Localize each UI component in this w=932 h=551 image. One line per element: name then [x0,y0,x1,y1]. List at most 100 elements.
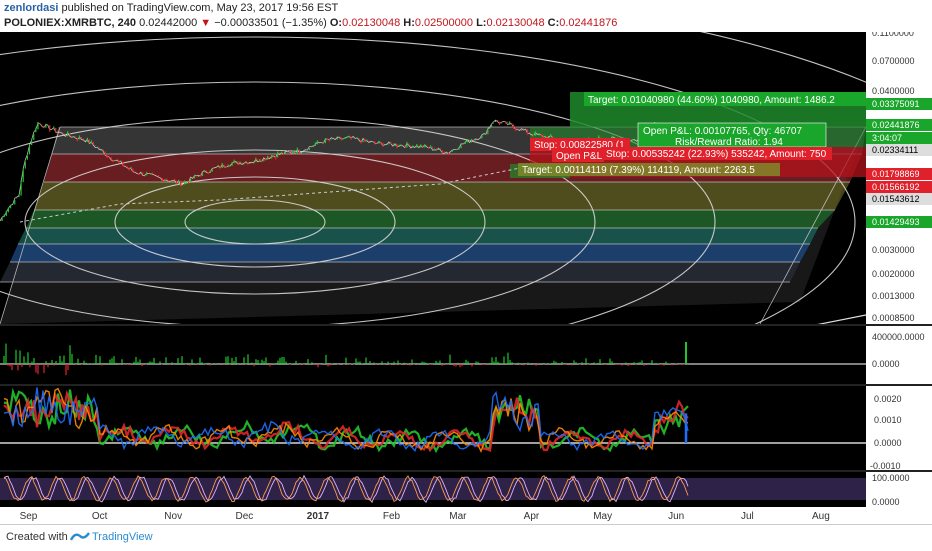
momentum-tick-label: 0.0020 [874,394,902,404]
stochastic-tick-label: 100.0000 [872,473,910,483]
time-tick-label: Dec [235,511,253,522]
fib-circles [0,32,866,324]
fib-band-teal [18,228,818,244]
high-value: 0.02500000 [414,17,473,29]
time-tick-label: Aug [812,511,830,522]
momentum-line [3,389,689,453]
stop-label-box [602,147,832,160]
author-name[interactable]: zenlordasi [4,2,59,14]
fib-band-olive [34,182,850,210]
momentum-axis[interactable] [866,386,932,470]
open-pl-small-label[interactable]: Open P&L [556,151,603,162]
price-tick-label: 0.1100000 [872,32,914,38]
momentum-line [3,387,689,454]
price-tick-label: 0.0700000 [872,56,915,66]
tradingview-brand-link[interactable]: TradingView [92,531,153,543]
created-with-text: Created with [6,531,68,543]
stop-small-label[interactable]: Stop: 0.00822580 (1 [534,140,625,151]
close-value: 0.02441876 [559,17,618,29]
stochastic-axis[interactable] [866,472,932,507]
stochastic-pane[interactable] [0,474,866,504]
volume-tick-label: 0.0000 [872,359,900,369]
time-tick-label: Nov [164,511,182,522]
price-badge [866,98,932,110]
open-pl-label[interactable]: Open P&L: 0.00107765, Qty: 46707 [643,126,802,137]
price-tick-label: 0.0013000 [872,291,915,301]
momentum-pane[interactable] [0,387,866,454]
price-tick-label: 0.0400000 [872,86,915,96]
time-tick-label: May [593,511,612,522]
fib-band-green [26,210,835,228]
small-target-box [518,163,780,176]
high-label: H: [403,17,415,29]
stochastic-band [0,478,866,500]
time-tick-label: Feb [383,511,401,522]
low-label: L: [476,17,487,29]
time-axis[interactable] [0,507,932,524]
chart-svg[interactable]: Target: 0.01040980 (44.60%) 1040980, Amo… [0,28,932,524]
risk-reward-label[interactable]: Risk/Reward Ratio: 1.94 [675,137,783,148]
price-badge [866,119,932,131]
price-tick-label: 3:04:07 [872,133,902,143]
low-value: 0.02130048 [486,17,545,29]
dashed-projection [19,167,521,223]
fib-band-blue [10,244,810,262]
momentum-series [3,387,689,454]
price-badge [866,144,932,156]
price-tick-label: 0.0008500 [872,313,915,323]
time-tick-label: Mar [449,511,467,522]
price-tick-label: 0.01798869 [872,169,920,179]
stochastic-series [3,474,689,504]
price-axis-labels: 0.1100000 0.0700000 0.0400000 0.03375091 0.0… [866,28,932,323]
stop-label-main[interactable]: Stop: 0.00535242 (22.93%) 535242, Amount… [606,149,827,160]
publish-line: zenlordasi published on TradingView.com,… [4,2,338,14]
momentum-tick-label: 0.0010 [874,415,902,425]
stochastic-line [3,474,689,504]
momentum-tick-label: -0.0010 [870,461,901,471]
fib-band-dark [0,262,800,282]
price-tick-label: 0.01429493 [872,217,920,227]
tradingview-logo-icon[interactable] [70,530,90,544]
open-label: O: [329,17,343,29]
time-tick-label: Jul [741,511,754,522]
momentum-tick-label: 0.0000 [874,438,902,448]
target-label-box [584,92,866,106]
time-tick-label: 2017 [307,511,330,522]
price-tick-label: 0.0020000 [872,269,915,279]
candle-wicks [1,120,656,222]
momentum-line [3,387,689,453]
price-badge [866,181,932,193]
chart-area[interactable]: Target: 0.01040980 (44.60%) 1040980, Amo… [0,28,932,524]
volume-pane[interactable] [0,342,866,376]
time-tick-label: Apr [524,511,540,522]
price-pane[interactable]: Target: 0.01040980 (44.60%) 1040980, Amo… [0,32,932,457]
time-tick-label: Jun [668,511,684,522]
price-badge [866,193,932,205]
momentum-line [3,387,689,454]
footer: Created with TradingView [0,524,932,551]
symbol-label[interactable]: POLONIEX:XMRBTC, 240 [4,17,137,29]
price-tick-label: 0.01543612 [872,194,920,204]
trend-line [817,314,866,324]
price-badge [866,216,932,228]
open-pl-small-box [552,149,604,162]
stochastic-line [3,475,689,503]
close-label: C: [547,17,560,29]
time-axis-labels: Sep Oct Nov Dec 2017 Feb Mar Apr May Jun Jul Aug [20,511,830,522]
publish-text: published on TradingView.com, May 23, 20… [61,2,339,14]
time-tick-label: Sep [20,511,38,522]
target-label-small[interactable]: Target: 0.00114119 (7.39%) 114119, Amoun… [522,165,755,176]
volume-axis[interactable] [866,326,932,384]
price-tick-label: 0.01566192 [872,182,920,192]
price-badge [866,168,932,180]
price-tick-label: 0.0030000 [872,245,915,255]
price-tick-label: 0.03375091 [872,99,920,109]
volume-tick-label: 400000.0000 [872,332,925,342]
ohlc-line: POLONIEX:XMRBTC, 240 0.02442000 ▼ −0.000… [4,17,617,29]
open-pl-box [637,122,827,148]
target-label-main[interactable]: Target: 0.01040980 (44.60%) 1040980, Amo… [588,95,835,106]
price-tick-label: 0.02334111 [872,145,918,155]
open-value: 0.02130048 [342,17,401,29]
last-price: 0.02442000 [139,17,198,29]
